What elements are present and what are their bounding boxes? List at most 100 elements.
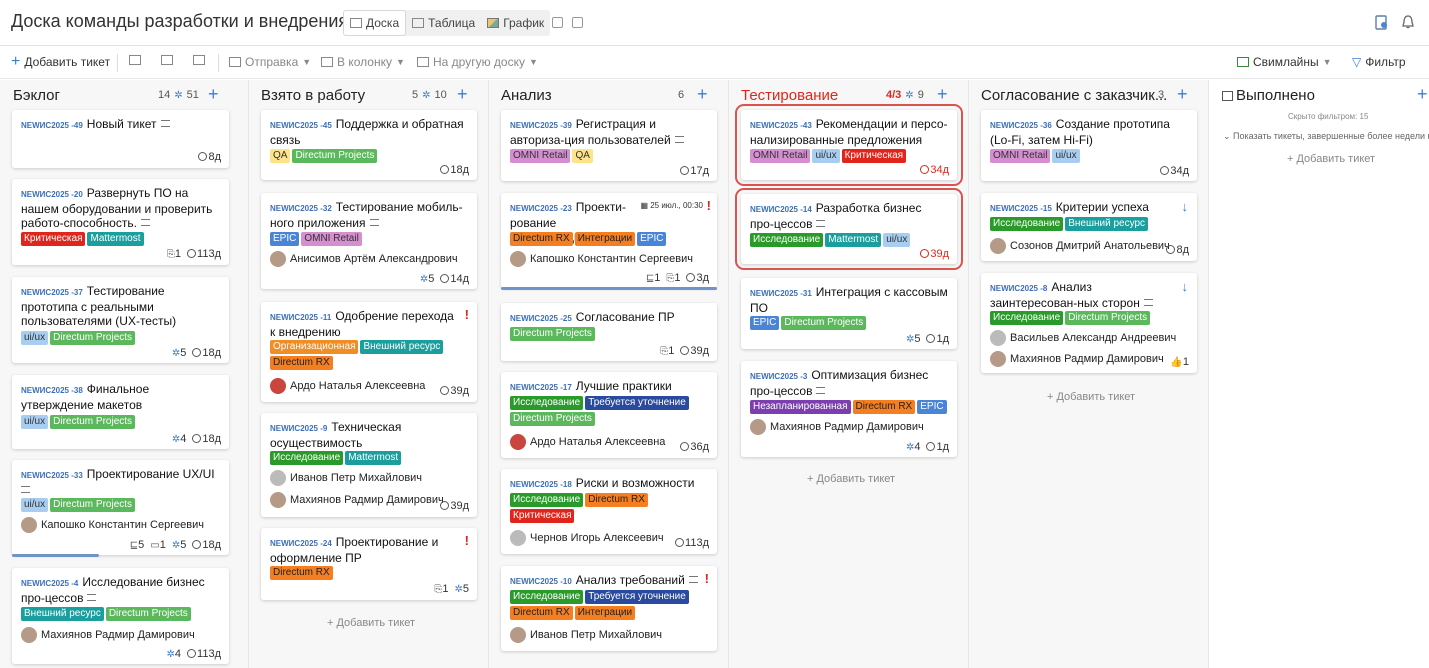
- story-points-icon: ✲: [171, 434, 181, 445]
- tag: Directum RX: [270, 566, 333, 580]
- tag: Организационная: [270, 340, 359, 354]
- tag: Directum Projects: [510, 412, 595, 426]
- duplicate-button[interactable]: [161, 55, 173, 65]
- tab-board[interactable]: Доска: [343, 10, 407, 36]
- column-counts: 5 ✲ 10: [412, 89, 447, 101]
- send-menu[interactable]: Отправка ▼: [229, 55, 311, 69]
- to-column-menu[interactable]: В колонку ▼: [321, 55, 405, 69]
- add-ticket-link[interactable]: + Добавить тикет: [327, 617, 416, 629]
- tag: Интеграции: [574, 606, 636, 620]
- ticket-card[interactable]: NEWИС2025 -8 Анализ заинтересован-ных сто…: [981, 273, 1197, 373]
- delete-button[interactable]: [193, 55, 205, 65]
- description-icon: [369, 219, 379, 226]
- add-ticket-link[interactable]: + Добавить тикет: [807, 473, 896, 485]
- clock-icon: [686, 273, 696, 282]
- copy-icon[interactable]: [572, 17, 583, 28]
- add-card-button[interactable]: +: [1417, 84, 1428, 104]
- tag: Directum Projects: [292, 149, 378, 163]
- top-bar: Доска команды разработки и внедрения Дос…: [0, 0, 1429, 46]
- ticket-card[interactable]: NEWИС2025 -45 Поддержка и обратная связь …: [261, 110, 477, 180]
- assignee: Анисимов Артём Александрович: [270, 251, 458, 267]
- add-card-button[interactable]: +: [697, 84, 708, 104]
- ticket-card[interactable]: NEWИС2025 -18 Риски и возможности Исследо…: [501, 469, 717, 554]
- show-done-toggle[interactable]: ⌄ Показать тикеты, завершенные более нед…: [1223, 131, 1429, 141]
- ticket-card[interactable]: NEWИС2025 -38 Финальное утверждение макет…: [12, 375, 229, 449]
- tag: OMNI Retail: [750, 149, 811, 163]
- ticket-card[interactable]: NEWИС2025 -3 Оптимизация бизнес про-цессо…: [741, 361, 957, 457]
- clock-icon: [187, 649, 197, 658]
- tab-table[interactable]: Таблица: [406, 10, 481, 36]
- column-title-in-progress: Взято в работу: [261, 87, 366, 104]
- clock-icon: [926, 334, 936, 343]
- plus-icon: +: [1047, 391, 1057, 403]
- ticket-card[interactable]: NEWИС2025 -11 Одобрение перехода к внедре…: [261, 302, 477, 402]
- filter-button[interactable]: ▽ Фильтр: [1352, 55, 1406, 69]
- ticket-card[interactable]: NEWИС2025 -32 Тестирование мобиль-ного пр…: [261, 193, 477, 289]
- tag: OMNI Retail: [301, 232, 362, 246]
- ticket-card[interactable]: NEWИС2025 -37 Тестирование прототипа с ре…: [12, 277, 229, 363]
- swimlanes-menu[interactable]: Свимлайны ▼: [1237, 55, 1332, 69]
- tag: OMNI Retail: [990, 149, 1051, 163]
- column-counts: 3: [1158, 89, 1165, 101]
- ticket-card[interactable]: NEWИС2025 -43 Рекомендации и персо-нализи…: [735, 104, 963, 186]
- ticket-card[interactable]: NEWИС2025 -36 Создание прототипа (Lo-Fi, …: [981, 110, 1197, 181]
- plus-icon: +: [11, 53, 21, 70]
- ticket-card[interactable]: NEWИС2025 -15 Критерии успеха ↓ Исследова…: [981, 193, 1197, 261]
- column-counts: 4/3 ✲ 9: [886, 89, 924, 101]
- add-card-button[interactable]: +: [937, 84, 948, 104]
- trash-icon: [193, 55, 205, 65]
- toolbar: + Добавить тикет Отправка ▼ В колонку ▼ На …: [0, 47, 1429, 79]
- assignee: Капошко Константин Сергеевич: [21, 517, 204, 533]
- assignee: Созонов Дмитрий Анатольевич: [990, 238, 1170, 254]
- ticket-card[interactable]: NEWИС2025 -10 Анализ требований ! Исследо…: [501, 566, 717, 651]
- column-title-analysis: Анализ: [501, 87, 552, 104]
- tag: Directum Projects: [510, 327, 595, 341]
- to-board-menu[interactable]: На другую доску ▼: [417, 55, 538, 69]
- copy-button[interactable]: [129, 55, 141, 65]
- ticket-card[interactable]: NEWИС2025 -20 Развернуть ПО на нашем обор…: [12, 179, 229, 265]
- clock-icon: [680, 346, 690, 355]
- tag: Требуется уточнение: [585, 396, 689, 410]
- duplicate-icon: [161, 55, 173, 65]
- plus-icon: +: [807, 473, 817, 485]
- ticket-card[interactable]: NEWИС2025 -4 Исследование бизнес про-цесс…: [12, 568, 229, 664]
- add-ticket-link[interactable]: + Добавить тикет: [1047, 391, 1136, 403]
- ticket-card[interactable]: NEWИС2025 -31 Интеграция с кассовым ПО EP…: [741, 278, 957, 349]
- add-ticket-button[interactable]: + Добавить тикет: [11, 53, 111, 70]
- add-ticket-link[interactable]: + Добавить тикет: [1287, 153, 1376, 165]
- ticket-card[interactable]: NEWИС2025 -49 Новый тикет 8д: [12, 110, 229, 168]
- add-card-button[interactable]: +: [208, 84, 219, 104]
- tag: Directum RX: [510, 606, 573, 620]
- calendar-icon: ▦: [640, 201, 651, 210]
- description-icon: [816, 387, 826, 394]
- tag: Внешний ресурс: [360, 340, 444, 354]
- ticket-card[interactable]: NEWИС2025 -25 Согласование ПР Directum Pr…: [501, 303, 717, 361]
- add-card-button[interactable]: +: [457, 84, 468, 104]
- filter-icon: ▽: [1352, 55, 1362, 69]
- tag: Критическая: [21, 232, 86, 246]
- tag: Исследование: [510, 590, 584, 604]
- tag: Directum RX: [270, 356, 333, 370]
- add-card-button[interactable]: +: [1177, 84, 1188, 104]
- story-points-icon: ✲: [905, 89, 914, 101]
- tab-chart[interactable]: График: [481, 10, 550, 36]
- clock-icon: [440, 386, 450, 395]
- ticket-card[interactable]: NEWИС2025 -14 Разработка бизнес про-цессо…: [735, 188, 963, 270]
- story-points-icon: ✲: [419, 274, 429, 285]
- tag: Внешний ресурс: [1065, 217, 1149, 231]
- ticket-card[interactable]: NEWИС2025 -17 Лучшие практики Исследовани…: [501, 372, 717, 458]
- tag: Directum Projects: [1065, 311, 1151, 325]
- tag: ui/ux: [812, 149, 840, 163]
- ticket-card[interactable]: NEWИС2025 -33 Проектирование UX/UI ui/ux D…: [12, 460, 229, 557]
- bell-icon[interactable]: [1400, 14, 1416, 30]
- board-settings-icon[interactable]: [552, 17, 563, 28]
- tag: Directum RX: [510, 232, 573, 246]
- ticket-card[interactable]: NEWИС2025 -24 Проектирование и оформление…: [261, 528, 477, 600]
- ticket-card[interactable]: NEWИС2025 -39 Регистрация и авториза-ция …: [501, 110, 717, 181]
- table-icon: [412, 18, 425, 28]
- ticket-card[interactable]: NEWИС2025 -9 Техническая осуществимость И…: [261, 413, 477, 517]
- tag: Интеграции: [574, 232, 636, 246]
- avatar: [270, 470, 286, 486]
- clipboard-icon[interactable]: [1373, 14, 1389, 30]
